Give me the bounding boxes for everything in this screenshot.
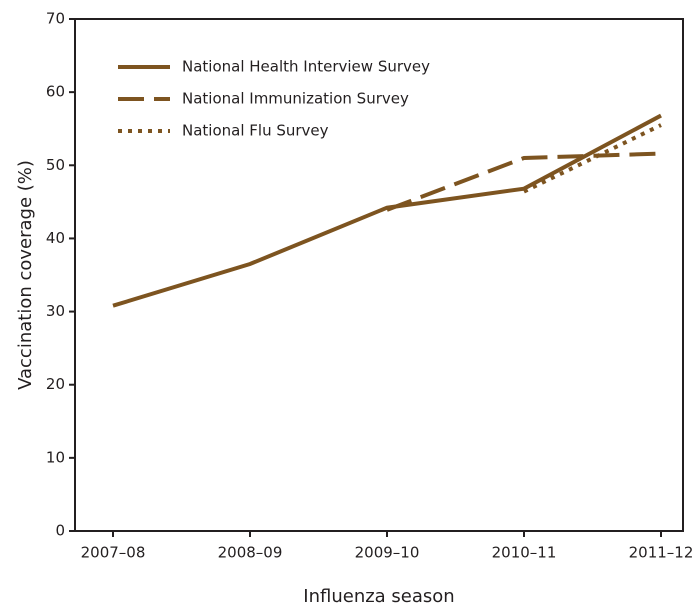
y-tick-label: 10 [46, 448, 65, 466]
series-line [386, 151, 662, 212]
x-tick-label: 2011–12 [629, 544, 694, 562]
y-axis-title: Vaccination coverage (%) [15, 160, 36, 390]
y-tick-label: 20 [46, 375, 65, 393]
y-tick-label: 40 [46, 229, 65, 247]
plot-frame [74, 18, 684, 532]
y-tick-label: 50 [46, 156, 65, 174]
y-tick-label: 30 [46, 302, 65, 320]
x-tick-label: 2008–09 [218, 544, 283, 562]
x-tick-label: 2009–10 [355, 544, 420, 562]
x-tick-label: 2010–11 [492, 544, 557, 562]
x-tick-label: 2007–08 [81, 544, 146, 562]
legend-label: National Immunization Survey [182, 90, 409, 108]
y-tick-label: 60 [46, 83, 65, 101]
x-axis-title: Influenza season [303, 586, 454, 607]
y-tick-label: 0 [55, 522, 65, 540]
series-line [112, 113, 662, 308]
y-tick-label: 70 [46, 10, 65, 28]
legend-label: National Flu Survey [182, 122, 329, 140]
legend-label: National Health Interview Survey [182, 58, 430, 76]
